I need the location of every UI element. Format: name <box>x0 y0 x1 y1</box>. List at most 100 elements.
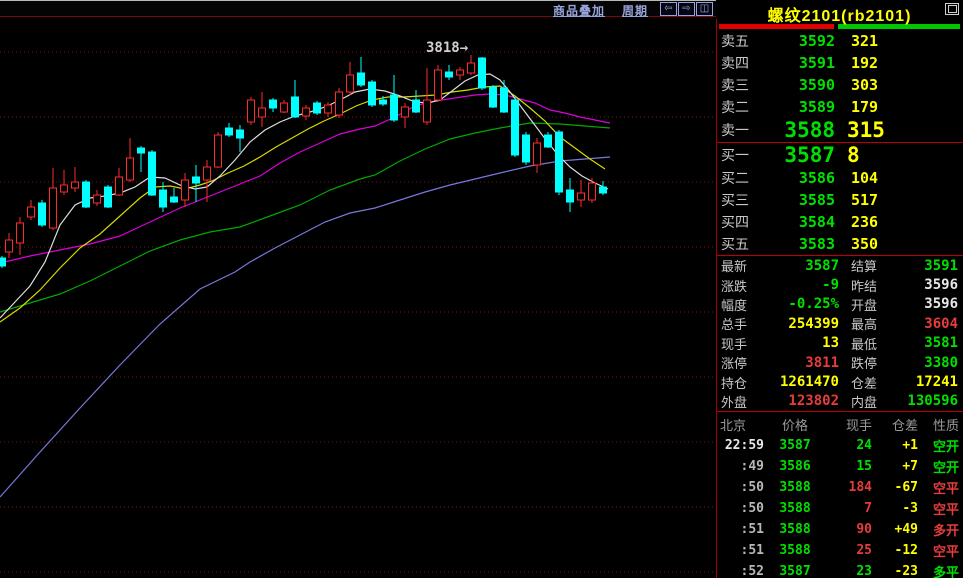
quote-panel: 螺纹2101(rb2101) 卖五 3592 321 卖四 3591 192 卖三 3590 3… <box>716 0 963 578</box>
buy-ratio-segment <box>838 24 960 29</box>
stat-value: 13 <box>822 335 839 352</box>
stat-row: 涨停 3811 跌停 3380 <box>716 353 963 372</box>
ma-magenta <box>0 93 611 264</box>
candle-down <box>511 99 519 156</box>
ask-label: 卖四 <box>721 55 749 71</box>
tick-cell: 空开 <box>932 461 959 477</box>
stat-value: 1261470 <box>779 374 839 391</box>
candle-up <box>302 107 310 117</box>
period-link[interactable]: 周期 <box>622 4 649 18</box>
tick-cell: 多开 <box>932 524 959 540</box>
ask-label: 卖五 <box>721 33 749 49</box>
candle-up <box>423 99 431 123</box>
candle-down <box>357 72 365 86</box>
candle-up <box>5 239 13 253</box>
candle-up <box>577 192 585 201</box>
tick-cell: 22:59 <box>724 438 764 454</box>
split-window-icon[interactable]: ◫ <box>696 2 713 16</box>
ask-row[interactable]: 卖五 3592 321 <box>716 30 963 52</box>
bid-volume: 350 <box>851 235 879 253</box>
tick-header-cell: 仓差 <box>891 418 918 434</box>
tick-header-cell: 北京 <box>720 418 747 434</box>
stat-label: 外盘 <box>721 394 748 410</box>
tick-cell: 3587 <box>779 564 811 578</box>
separator-line <box>716 411 963 413</box>
tick-cell: 3588 <box>779 480 811 496</box>
ask-price: 3592 <box>798 32 835 50</box>
tick-cell: 空平 <box>932 482 959 498</box>
high-price-annotation: 3818→ <box>426 40 468 56</box>
restore-window-icon[interactable] <box>945 3 959 15</box>
ma-green <box>0 122 611 313</box>
stat-row: 幅度 -0.25% 开盘 3596 <box>716 295 963 314</box>
stat-label: 涨停 <box>721 356 748 372</box>
bid-row[interactable]: 买三 3585 517 <box>716 189 963 211</box>
market-stats: 最新 3587 结算 3591 涨跌 -9 昨结 3596 幅度 -0.25% 开盘 3596 总手 25… <box>716 256 963 411</box>
overlay-commodity-link[interactable]: 商品叠加 <box>553 4 606 18</box>
tick-cell: 空平 <box>932 545 959 561</box>
tick-cell: 3588 <box>779 522 811 538</box>
candle-down <box>148 151 156 196</box>
tick-header-cell: 价格 <box>781 418 808 434</box>
candle-up <box>115 176 123 196</box>
stat-label: 最新 <box>721 259 748 275</box>
tick-cell: 7 <box>864 501 872 517</box>
candlestick-chart-canvas[interactable]: 3818→ <box>0 17 714 578</box>
candle-up <box>456 69 464 76</box>
candle-up <box>214 134 222 168</box>
ask-volume: 321 <box>851 32 879 50</box>
ask-row[interactable]: 卖四 3591 192 <box>716 52 963 74</box>
candle-down <box>82 181 90 208</box>
stat-value: 3596 <box>924 277 958 294</box>
tick-row: :51 3588 90 +49 多开 <box>716 519 963 540</box>
bid-label: 买四 <box>721 214 749 230</box>
tick-cell: -12 <box>894 543 918 559</box>
candle-up <box>258 107 266 118</box>
candle-down <box>522 134 530 163</box>
tick-table-header: 北京 价格 现手 仓差 性质 <box>716 414 963 435</box>
bid-price: 3583 <box>798 235 835 253</box>
candle-up <box>434 69 442 101</box>
stat-row: 最新 3587 结算 3591 <box>716 256 963 275</box>
candle-down <box>412 99 420 113</box>
stat-value: 17241 <box>915 374 958 391</box>
candle-down <box>192 176 200 184</box>
tick-cell: 空开 <box>932 440 959 456</box>
candle-down <box>159 189 167 208</box>
stat-label: 幅度 <box>721 297 748 313</box>
candle-down <box>489 86 497 108</box>
ask-price: 3591 <box>798 54 835 72</box>
tick-cell: +49 <box>894 522 918 538</box>
arrow-left-icon[interactable]: ⇦ <box>660 2 677 16</box>
tick-cell: 3588 <box>779 501 811 517</box>
stat-label: 最低 <box>851 336 878 352</box>
tick-header-cell: 性质 <box>932 418 959 434</box>
ask-row[interactable]: 卖二 3589 179 <box>716 96 963 118</box>
tick-table: 22:59 3587 24 +1 空开:49 3586 15 +7 空开:50 3588 184 -6… <box>716 435 963 578</box>
candle-down <box>379 99 387 105</box>
candle-up <box>280 102 288 113</box>
bid-row[interactable]: 买四 3584 236 <box>716 211 963 233</box>
bid-label: 买三 <box>721 192 749 208</box>
ask-row[interactable]: 卖三 3590 303 <box>716 74 963 96</box>
candle-up <box>181 179 189 201</box>
candle-up <box>335 91 343 116</box>
stat-value: 123802 <box>788 393 839 410</box>
ask1-row[interactable]: 卖一 3588 315 <box>716 118 963 142</box>
tick-cell: :50 <box>740 480 764 496</box>
bid-row[interactable]: 买五 3583 350 <box>716 233 963 255</box>
candle-down <box>478 57 486 89</box>
arrow-right-icon[interactable]: ⇨ <box>678 2 695 16</box>
ask-volume: 192 <box>851 54 879 72</box>
tick-cell: 25 <box>856 543 872 559</box>
candle-up <box>93 194 101 204</box>
candle-down <box>170 196 178 203</box>
candle-down <box>566 189 574 203</box>
stat-label: 结算 <box>851 259 878 275</box>
ask1-price: 3588 <box>784 118 835 142</box>
bid1-label: 买一 <box>721 147 749 163</box>
stat-row: 现手 13 最低 3581 <box>716 334 963 353</box>
bid-row[interactable]: 买二 3586 104 <box>716 167 963 189</box>
bid1-row[interactable]: 买一 3587 8 <box>716 143 963 167</box>
